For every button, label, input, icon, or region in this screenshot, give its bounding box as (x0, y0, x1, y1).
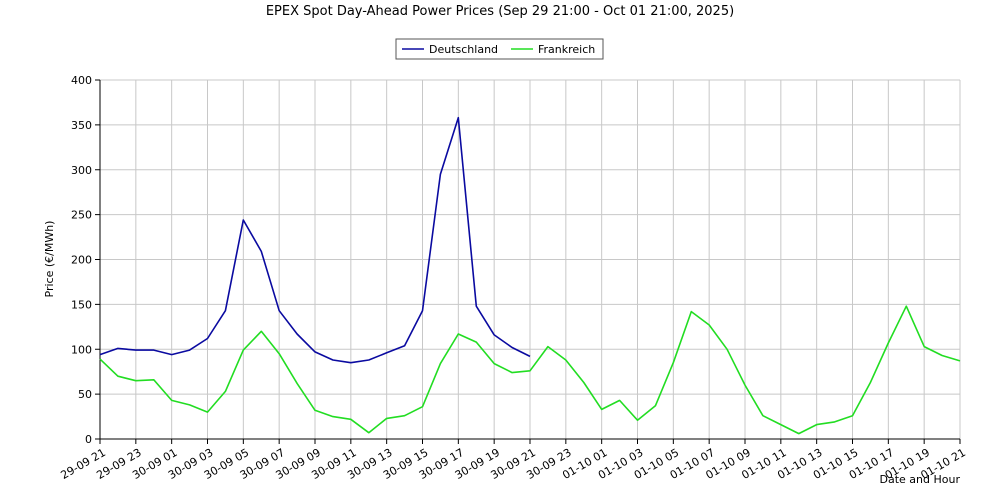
legend-label-frankreich: Frankreich (538, 43, 595, 56)
series-layer (99, 116, 961, 435)
y-tick-label: 150 (71, 298, 92, 311)
chart-title: EPEX Spot Day-Ahead Power Prices (Sep 29… (266, 4, 734, 19)
legend: Deutschland Frankreich (395, 38, 604, 60)
y-axis-label: Price (€/MWh) (43, 221, 56, 298)
legend-box (395, 38, 604, 60)
y-tick-label: 300 (71, 164, 92, 177)
legend-label-deutschland: Deutschland (429, 43, 498, 56)
y-tick-label: 0 (85, 433, 92, 446)
y-tick-label: 350 (71, 119, 92, 132)
y-tick-label: 50 (78, 388, 92, 401)
grid (99, 79, 961, 440)
y-tick-label: 400 (71, 74, 92, 87)
y-tick-label: 100 (71, 343, 92, 356)
y-tick-label: 250 (71, 209, 92, 222)
series-line-frankreich (99, 305, 961, 435)
y-axis: 0 50 100 150 200 250 300 350 400 (71, 74, 100, 446)
x-axis-label: Date and Hour (880, 473, 961, 486)
y-tick-label: 200 (71, 254, 92, 267)
series-line-deutschland (99, 116, 531, 364)
